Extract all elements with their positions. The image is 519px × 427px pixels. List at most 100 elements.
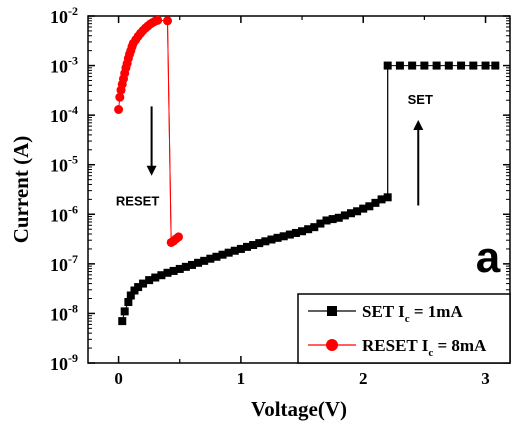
data-point-square (371, 198, 380, 207)
y-tick-exponent: -5 (68, 153, 78, 167)
y-tick-exponent: -4 (68, 103, 78, 117)
data-point-square (181, 262, 190, 271)
data-point-square (218, 250, 227, 259)
y-axis-label: Current (A) (9, 136, 33, 244)
data-point-square (298, 227, 307, 236)
y-tick-exponent: -2 (68, 4, 78, 18)
data-point-square (491, 61, 500, 70)
data-point-square (200, 256, 209, 265)
data-point-square (249, 241, 258, 250)
y-tick-label: 10-6 (50, 202, 78, 225)
data-point-square (139, 279, 148, 288)
x-tick-label: 2 (359, 369, 368, 388)
data-point-square (359, 204, 368, 213)
data-point-square (304, 225, 313, 234)
data-point-square (334, 213, 343, 222)
series-line-0 (121, 65, 496, 322)
data-point-square (151, 273, 160, 282)
y-tick-label: 10-8 (50, 301, 78, 324)
data-point-square (395, 61, 404, 70)
data-point-square (285, 230, 294, 239)
y-tick-base: 10 (50, 7, 68, 27)
data-point-square (261, 237, 270, 246)
legend-marker-square (327, 306, 337, 316)
y-tick-exponent: -9 (68, 351, 78, 365)
data-point-square (377, 195, 386, 204)
data-point-square (383, 61, 392, 70)
data-point-square (120, 307, 129, 316)
y-tick-label: 10-5 (50, 153, 78, 176)
data-point-square (322, 216, 331, 225)
legend-marker-circle (326, 339, 338, 351)
points-layer (114, 15, 500, 326)
data-point-square (187, 260, 196, 269)
data-point-square (365, 202, 374, 211)
data-point-square (255, 239, 264, 248)
x-tick-label: 3 (481, 369, 490, 388)
data-point-square (444, 61, 453, 70)
y-tick-exponent: -6 (68, 202, 78, 216)
data-point-square (236, 244, 245, 253)
data-point-square (124, 298, 133, 307)
data-point-square (420, 61, 429, 70)
y-tick-exponent: -3 (68, 54, 78, 68)
data-point-square (408, 61, 417, 70)
x-axis-label: Voltage(V) (251, 397, 347, 421)
annotation-label-set: SET (408, 92, 433, 107)
data-point-circle (153, 15, 163, 25)
y-tick-base: 10 (50, 205, 68, 225)
data-point-square (175, 264, 184, 273)
legend-label-rest: = 1mA (410, 302, 464, 321)
data-point-square (169, 266, 178, 275)
data-point-square (457, 61, 466, 70)
axis-layer: 0 1 2 310-210-310-410-510-610-710-810-9Volt… (9, 4, 511, 421)
y-tick-base: 10 (50, 57, 68, 77)
legend-label-rest: = 8mA (433, 336, 487, 355)
x-tick-label: 0 (114, 369, 123, 388)
data-point-square (206, 254, 215, 263)
annotation-label-reset: RESET (116, 194, 159, 209)
switch-line-1 (167, 20, 172, 243)
data-point-square (310, 223, 319, 232)
legend-label: SET Ic = 1mA (362, 302, 463, 325)
legend-label-subscript: c (405, 313, 410, 325)
data-point-square (230, 246, 239, 255)
data-point-square (224, 248, 233, 257)
data-point-square (481, 61, 490, 70)
data-point-square (328, 215, 337, 224)
y-tick-label: 10-9 (50, 351, 78, 374)
legend-label-main: RESET I (362, 336, 429, 355)
data-point-square (291, 228, 300, 237)
y-tick-label: 10-4 (50, 103, 78, 126)
data-point-square (279, 232, 288, 241)
data-point-circle (115, 92, 125, 102)
legend-label-main: SET I (362, 302, 405, 321)
data-point-square (126, 291, 135, 300)
data-point-square (353, 207, 362, 216)
data-point-square (316, 219, 325, 228)
y-tick-base: 10 (50, 255, 68, 275)
data-point-square (157, 271, 166, 280)
data-point-circle (114, 104, 124, 114)
data-point-square (383, 193, 392, 202)
annotation-arrowhead (146, 165, 157, 176)
data-point-square (340, 211, 349, 220)
y-tick-base: 10 (50, 156, 68, 176)
data-point-square (469, 61, 478, 70)
data-point-circle (174, 232, 184, 242)
data-point-square (346, 209, 355, 218)
y-tick-base: 10 (50, 354, 68, 374)
x-tick-label: 1 (237, 369, 246, 388)
y-tick-label: 10-2 (50, 4, 78, 27)
y-tick-label: 10-3 (50, 54, 78, 77)
data-point-square (194, 258, 203, 267)
data-point-square (118, 317, 127, 326)
legend-label-subscript: c (428, 347, 433, 359)
data-point-square (267, 235, 276, 244)
annotations-layer: RESET SET a (116, 92, 501, 282)
data-point-square (134, 283, 143, 292)
data-point-square (212, 252, 221, 261)
data-point-square (273, 233, 282, 242)
annotation-arrowhead (413, 119, 424, 130)
